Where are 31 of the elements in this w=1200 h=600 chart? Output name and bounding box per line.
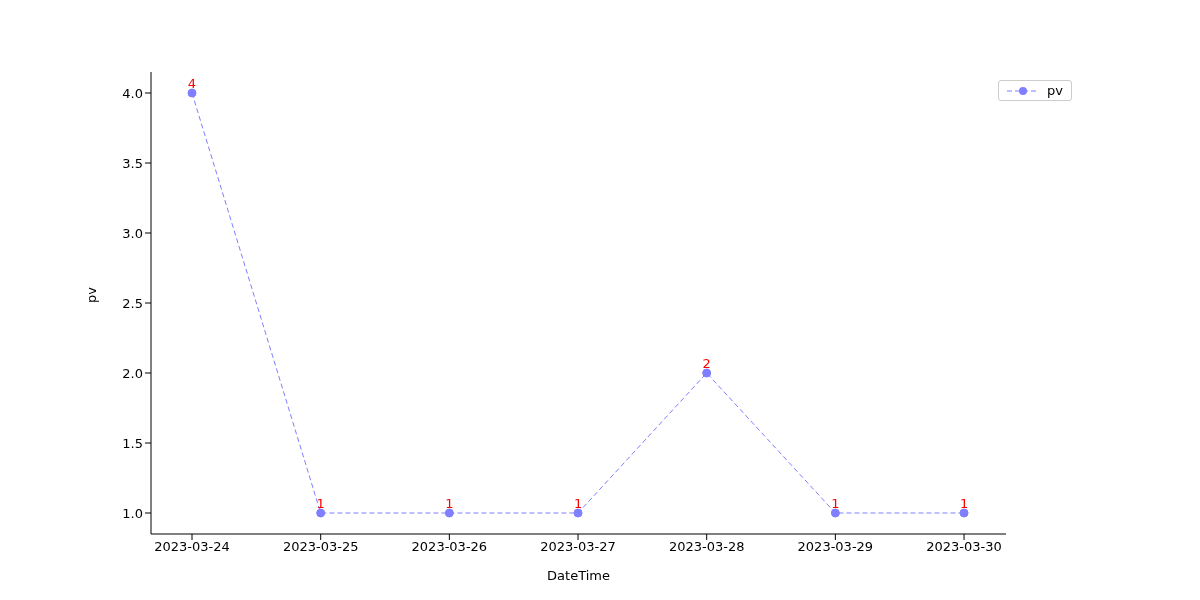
x-tick-label: 2023-03-30 xyxy=(926,539,1002,555)
x-tick-label: 2023-03-26 xyxy=(411,539,488,555)
y-tick-label: 4.0 xyxy=(122,85,143,101)
point xyxy=(959,508,969,518)
data-label: 1 xyxy=(959,496,969,511)
data-label: 1 xyxy=(316,496,325,511)
x-tick-label: 2023-03-28 xyxy=(668,539,745,555)
y-tick-label: 1.0 xyxy=(122,505,143,521)
x-tick-label: 2023-03-27 xyxy=(540,539,616,555)
point xyxy=(187,88,197,98)
data-label: 2 xyxy=(702,356,711,371)
data-label: 1 xyxy=(573,496,583,511)
x-axis-title: DateTime xyxy=(547,568,610,583)
y-tick-label: 3.0 xyxy=(122,225,143,241)
x-tick-label: 2023-03-25 xyxy=(282,539,359,555)
data-label: 1 xyxy=(831,496,840,511)
point xyxy=(830,508,840,518)
x-tick-label: 2023-03-29 xyxy=(797,539,874,555)
y-tick-label: 2.5 xyxy=(122,295,143,311)
y-tick-label: 2.0 xyxy=(122,365,143,381)
point xyxy=(444,508,454,518)
y-axis-title: pv xyxy=(83,286,99,303)
point xyxy=(316,508,326,518)
legend-label: pv xyxy=(1047,83,1063,98)
y-tick-label: 1.5 xyxy=(122,435,143,451)
data-label: 1 xyxy=(445,496,454,511)
point xyxy=(573,508,583,518)
data-label: 4 xyxy=(187,76,197,91)
point xyxy=(702,368,712,378)
y-tick-label: 3.5 xyxy=(122,155,143,171)
x-tick-label: 2023-03-24 xyxy=(154,539,230,555)
